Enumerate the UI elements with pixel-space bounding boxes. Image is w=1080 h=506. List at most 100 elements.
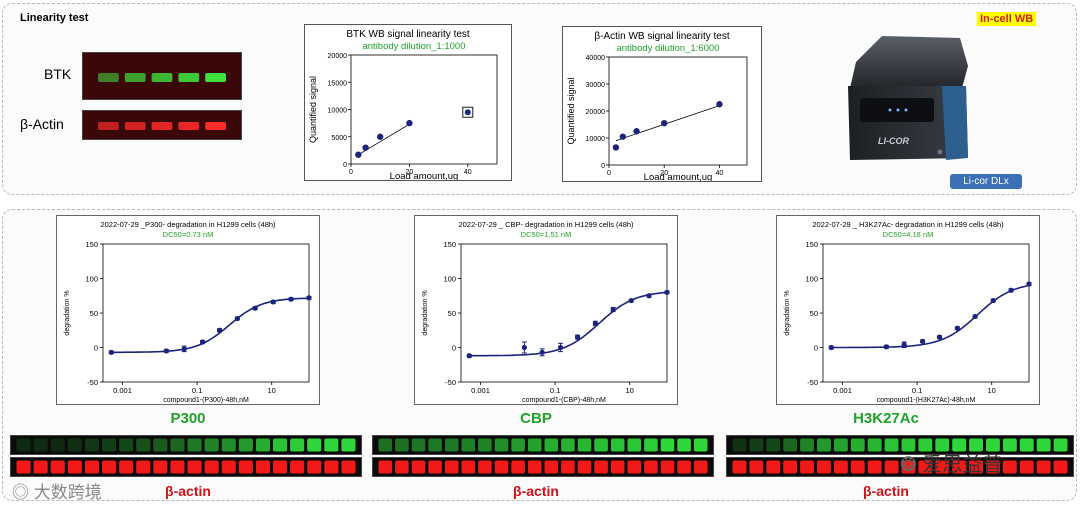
licor-instrument-image: LI-COR <box>842 30 972 168</box>
blot-band <box>205 122 226 130</box>
data-point <box>954 325 960 331</box>
blot-band <box>205 73 226 82</box>
h3k27ac-red-strip <box>726 457 1074 477</box>
well <box>544 460 559 474</box>
actin-linearity-chart: β-Actin WB signal linearity test antibody… <box>562 26 762 183</box>
x-tick-label: 40 <box>716 170 724 177</box>
protein-label-p300: P300 <box>170 410 206 427</box>
well <box>1036 460 1051 474</box>
actin-label-p300: β-actin <box>165 483 211 499</box>
data-point <box>466 353 472 359</box>
data-point <box>901 342 907 348</box>
x-tick-label: 0.001 <box>113 386 132 395</box>
data-point <box>619 133 626 140</box>
well <box>494 438 509 452</box>
well <box>850 438 865 452</box>
plot-frame <box>460 243 668 383</box>
y-tick-label: 50 <box>810 309 818 318</box>
y-tick-label: 150 <box>85 240 98 249</box>
well <box>411 460 426 474</box>
well <box>1019 438 1034 452</box>
data-point <box>234 315 240 322</box>
y-tick-label: 150 <box>443 240 456 249</box>
watermark-left: ◎ 大数跨境 <box>12 478 102 503</box>
well <box>918 438 933 452</box>
well <box>867 438 882 452</box>
data-point <box>377 133 384 140</box>
chart-subtitle: DC50=1.51 nM <box>521 230 572 239</box>
well <box>187 460 202 474</box>
data-point <box>628 297 634 304</box>
watermark-right-text: 爱思益普 <box>922 454 1003 476</box>
x-axis-label: compound1-(P300)-48h,nM <box>163 397 249 404</box>
well <box>594 438 608 452</box>
chart-subtitle: DC50=4.18 nM <box>883 230 934 239</box>
well <box>1036 438 1051 452</box>
p300-dose-response-chart: 2022-07-29 _P300- degradation in H1299 c… <box>56 215 320 405</box>
data-point <box>883 344 889 350</box>
protein-label-cbp: CBP <box>520 410 552 427</box>
well <box>935 438 950 452</box>
well <box>800 438 814 452</box>
well <box>644 460 658 474</box>
well <box>273 438 288 452</box>
data-point <box>646 293 652 299</box>
y-tick-label: 150 <box>805 240 818 249</box>
fit-curve <box>111 297 310 354</box>
protein-label-h3k27ac: H3K27Ac <box>853 410 919 427</box>
outlier-point <box>464 109 471 116</box>
well <box>1053 438 1068 452</box>
plot-frame <box>102 243 310 383</box>
fit-line <box>615 105 720 142</box>
well <box>136 460 151 474</box>
well <box>395 438 409 452</box>
y-tick-label: 15000 <box>328 80 348 87</box>
x-axis-label: compound1-(H3K27Ac)-48h,nM <box>877 397 976 404</box>
well <box>33 460 48 474</box>
y-tick-label: 10000 <box>586 136 606 143</box>
well <box>935 460 950 474</box>
well <box>660 438 675 452</box>
well <box>660 460 675 474</box>
data-point <box>181 346 187 352</box>
x-tick-label: 0.1 <box>912 386 922 395</box>
y-tick-label: 20000 <box>586 109 606 116</box>
blot-band <box>124 122 146 130</box>
well <box>136 438 151 452</box>
well <box>783 438 798 452</box>
well <box>986 438 1000 452</box>
y-tick-label: 100 <box>443 275 456 284</box>
well <box>444 438 459 452</box>
chart-title: 2022-07-29 _ H3K27Ac- degradation in H12… <box>812 220 1004 229</box>
p300-green-strip <box>10 435 362 455</box>
well <box>84 438 99 452</box>
well <box>50 438 65 452</box>
y-tick-label: 5000 <box>331 135 347 142</box>
x-tick-label: 40 <box>464 169 472 176</box>
y-axis-label: degradation % <box>64 290 71 335</box>
y-tick-label: 20000 <box>328 53 348 60</box>
well <box>16 460 31 474</box>
well <box>290 438 305 452</box>
x-tick-label: 0.001 <box>833 386 852 395</box>
well <box>952 460 967 474</box>
x-tick-label: 20 <box>660 170 668 177</box>
data-point <box>252 305 258 311</box>
x-tick-label: 10 <box>268 386 276 395</box>
chart-subtitle: DC50=0.73 nM <box>163 230 214 239</box>
well <box>378 460 393 474</box>
well <box>833 438 848 452</box>
data-point <box>306 295 312 301</box>
data-point <box>108 349 114 355</box>
licor-dlx-button[interactable]: Li-cor DLx <box>950 174 1022 189</box>
data-point <box>406 119 413 127</box>
well <box>238 460 253 474</box>
x-tick-label: 0.1 <box>192 386 202 395</box>
y-axis-label: Quantified signal <box>308 76 318 143</box>
actin-label-h3k27ac: β-actin <box>863 483 909 499</box>
wechat-icon: ❂ <box>900 454 923 476</box>
x-axis-label: Load amount,ug <box>390 171 459 180</box>
well <box>1002 460 1017 474</box>
well <box>221 438 236 452</box>
chart-title: 2022-07-29 _P300- degradation in H1299 c… <box>100 220 276 229</box>
